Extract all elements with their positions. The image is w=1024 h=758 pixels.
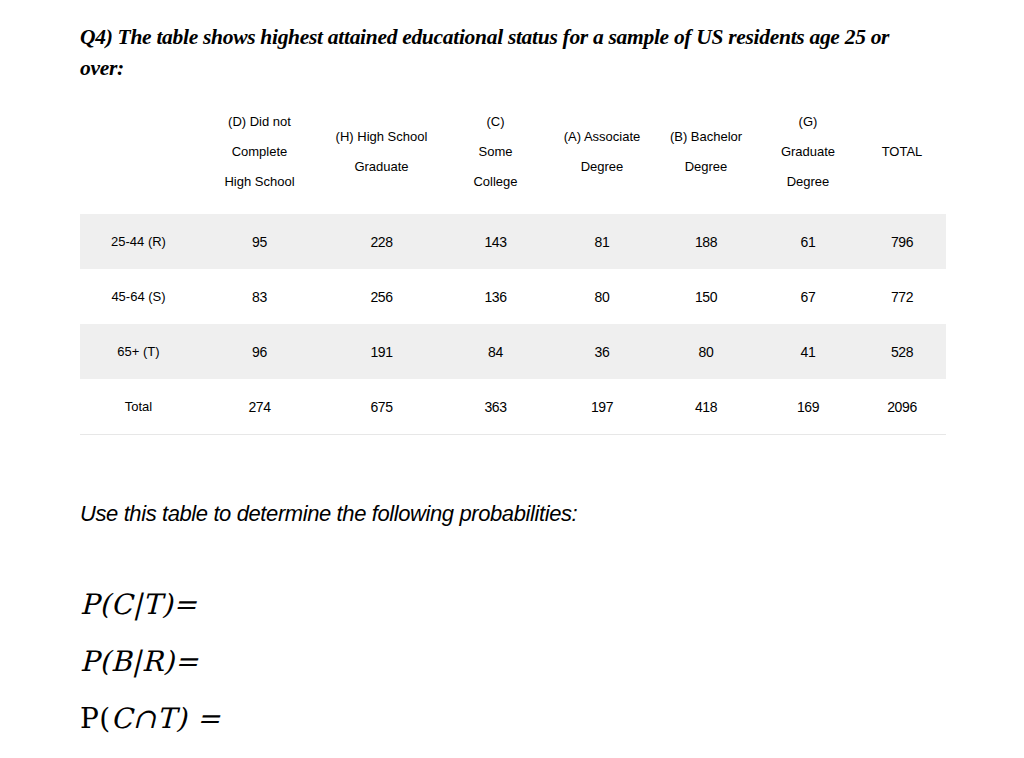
- probability-expression-b-given-r: P(B|R)=: [80, 645, 1024, 679]
- row-label: 25-44 (R): [80, 214, 197, 269]
- table-row-total: Total 274 675 363 197 418 169 2096: [80, 379, 946, 434]
- header-graduate-degree: (G) Graduate Degree: [758, 102, 858, 214]
- data-cell: 191: [322, 324, 441, 379]
- row-label: 45-64 (S): [80, 269, 197, 324]
- row-label: Total: [80, 379, 197, 434]
- data-cell: 61: [758, 214, 858, 269]
- row-label: 65+ (T): [80, 324, 197, 379]
- table-header-row: (D) Did not Complete High School (H) Hig…: [80, 102, 946, 214]
- probability-expression-c-intersect-t: P(C∩T) =: [80, 702, 1024, 736]
- data-cell: 83: [197, 269, 322, 324]
- data-cell: 675: [322, 379, 441, 434]
- data-cell: 80: [654, 324, 758, 379]
- data-cell: 80: [550, 269, 654, 324]
- table-row-45-64: 45-64 (S) 83 256 136 80 150 67 772: [80, 269, 946, 324]
- header-age-group: [80, 102, 197, 214]
- data-cell: 36: [550, 324, 654, 379]
- data-cell: 143: [441, 214, 550, 269]
- row-total-cell: 528: [858, 324, 946, 379]
- data-cell: 96: [197, 324, 322, 379]
- data-cell: 41: [758, 324, 858, 379]
- data-cell: 84: [441, 324, 550, 379]
- data-cell: 274: [197, 379, 322, 434]
- table-row-65-plus: 65+ (T) 96 191 84 36 80 41 528: [80, 324, 946, 379]
- data-cell: 150: [654, 269, 758, 324]
- data-cell: 228: [322, 214, 441, 269]
- header-some-college: (C) Some College: [441, 102, 550, 214]
- row-total-cell: 772: [858, 269, 946, 324]
- data-cell: 95: [197, 214, 322, 269]
- data-cell: 67: [758, 269, 858, 324]
- data-cell: 169: [758, 379, 858, 434]
- data-cell: 188: [654, 214, 758, 269]
- data-cell: 363: [441, 379, 550, 434]
- data-cell: 136: [441, 269, 550, 324]
- data-cell: 81: [550, 214, 654, 269]
- probability-expression-c-given-t: P(C|T)=: [80, 588, 1024, 622]
- header-associate-degree: (A) Associate Degree: [550, 102, 654, 214]
- table-row-25-44: 25-44 (R) 95 228 143 81 188 61 796: [80, 214, 946, 269]
- document-page: Q4) The table shows highest attained edu…: [0, 0, 1024, 736]
- header-total: TOTAL: [858, 102, 946, 214]
- education-table: (D) Did not Complete High School (H) Hig…: [80, 102, 946, 435]
- row-total-cell: 796: [858, 214, 946, 269]
- header-hs-graduate: (H) High School Graduate: [322, 102, 441, 214]
- grand-total-cell: 2096: [858, 379, 946, 434]
- data-cell: 197: [550, 379, 654, 434]
- data-cell: 256: [322, 269, 441, 324]
- question-title: Q4) The table shows highest attained edu…: [80, 22, 1024, 84]
- instruction-text: Use this table to determine the followin…: [80, 501, 1024, 527]
- header-did-not-complete-hs: (D) Did not Complete High School: [197, 102, 322, 214]
- header-bachelor-degree: (B) Bachelor Degree: [654, 102, 758, 214]
- data-cell: 418: [654, 379, 758, 434]
